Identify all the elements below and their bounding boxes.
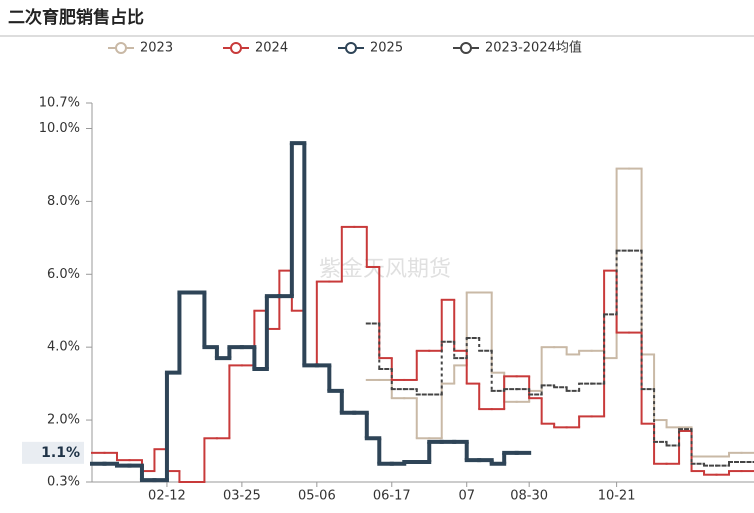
chart-title: 二次育肥销售占比 bbox=[8, 7, 144, 28]
x-tick-label: 07 bbox=[458, 489, 475, 504]
legend-icon-dot bbox=[115, 42, 127, 54]
x-tick-label: 02-12 bbox=[148, 489, 186, 504]
x-tick-label: 05-06 bbox=[298, 489, 336, 504]
legend-icon-dot bbox=[230, 42, 242, 54]
x-tick-label: 06-17 bbox=[373, 489, 411, 504]
legend-label: 2023-2024均值 bbox=[485, 40, 582, 56]
x-tick-label: 10-21 bbox=[598, 489, 636, 504]
y-tick-label: 4.0% bbox=[47, 340, 80, 355]
y-tick-label: 2.0% bbox=[47, 413, 80, 428]
x-tick-label: 03-25 bbox=[223, 489, 261, 504]
legend-icon-dot bbox=[345, 42, 357, 54]
legend-icon-dot bbox=[460, 42, 472, 54]
y-tick-label: 6.0% bbox=[47, 267, 80, 282]
legend-label: 2023 bbox=[140, 41, 173, 56]
y-tick-label: 8.0% bbox=[47, 194, 80, 209]
legend-label: 2024 bbox=[255, 41, 288, 56]
watermark: 紫金天风期货 bbox=[319, 257, 451, 282]
y-tick-label: 0.3% bbox=[47, 475, 80, 490]
y-tick-label: 10.0% bbox=[39, 121, 80, 136]
y-tick-label: 10.7% bbox=[39, 96, 80, 111]
legend-label: 2025 bbox=[370, 41, 403, 56]
x-tick-label: 08-30 bbox=[510, 489, 548, 504]
axis-pointer-box bbox=[22, 441, 84, 464]
axis-pointer-label: 1.1% bbox=[41, 445, 80, 461]
